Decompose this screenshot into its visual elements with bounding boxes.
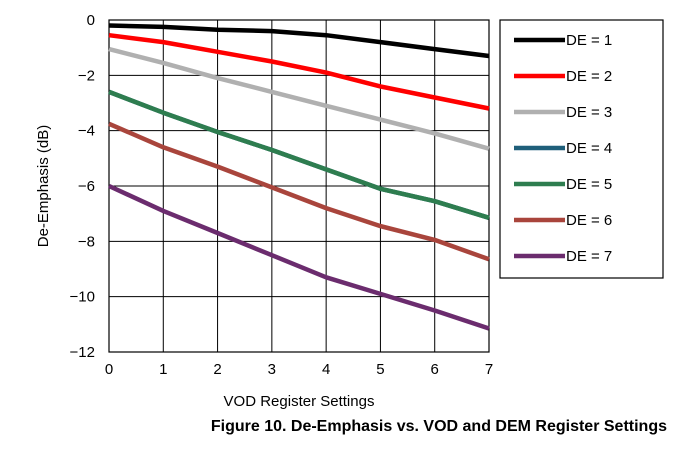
x-tick-label: 0 (105, 361, 113, 378)
x-tick-label: 7 (485, 361, 493, 378)
x-tick-label: 5 (376, 361, 384, 378)
y-tick-label: 0 (87, 12, 95, 29)
y-tick-label: −2 (78, 67, 95, 84)
y-tick-label: −6 (78, 178, 95, 195)
legend-entry-label: DE = 7 (566, 248, 612, 265)
y-tick-label: −8 (78, 233, 95, 250)
series-line-de-2 (108, 32, 490, 111)
y-tick-label: −12 (70, 344, 95, 361)
series-line-de-6 (108, 121, 490, 262)
y-tick-label: −4 (78, 123, 95, 140)
tick-labels: 0 1 2 3 4 5 6 7 0 −2 −4 −6 −8 −10 −12 (70, 12, 494, 378)
x-axis-label: VOD Register Settings (224, 393, 375, 410)
x-tick-label: 4 (322, 361, 330, 378)
x-tick-label: 3 (268, 361, 276, 378)
series-line-de-3 (108, 46, 490, 151)
series-line-de-7 (108, 183, 490, 331)
x-tick-label: 1 (159, 361, 167, 378)
caption-text: Figure 10. De-Emphasis vs. VOD and DEM R… (210, 418, 667, 435)
y-tick-label: −10 (70, 289, 95, 306)
legend-entry-label: DE = 2 (566, 68, 612, 85)
y-axis-label: De-Emphasis (dB) (35, 125, 52, 248)
legend: DE = 1 DE = 2 DE = 3 DE = 4 DE = 5 DE = 6 DE =… (499, 19, 664, 279)
legend-entry-label: DE = 3 (566, 104, 612, 121)
x-tick-label: 2 (213, 361, 221, 378)
legend-entry-label: DE = 6 (566, 212, 612, 229)
grid (108, 19, 490, 353)
x-tick-label: 6 (431, 361, 439, 378)
series-line-de-5 (108, 89, 490, 220)
legend-entry-label: DE = 5 (566, 176, 612, 193)
legend-entry-label: DE = 1 (566, 32, 612, 49)
series-line-de-1 (108, 23, 490, 59)
figure-caption: Figure 10. De-Emphasis vs. VOD and DEM R… (0, 418, 673, 436)
series-lines (108, 23, 490, 331)
legend-entry-label: DE = 4 (566, 140, 612, 157)
